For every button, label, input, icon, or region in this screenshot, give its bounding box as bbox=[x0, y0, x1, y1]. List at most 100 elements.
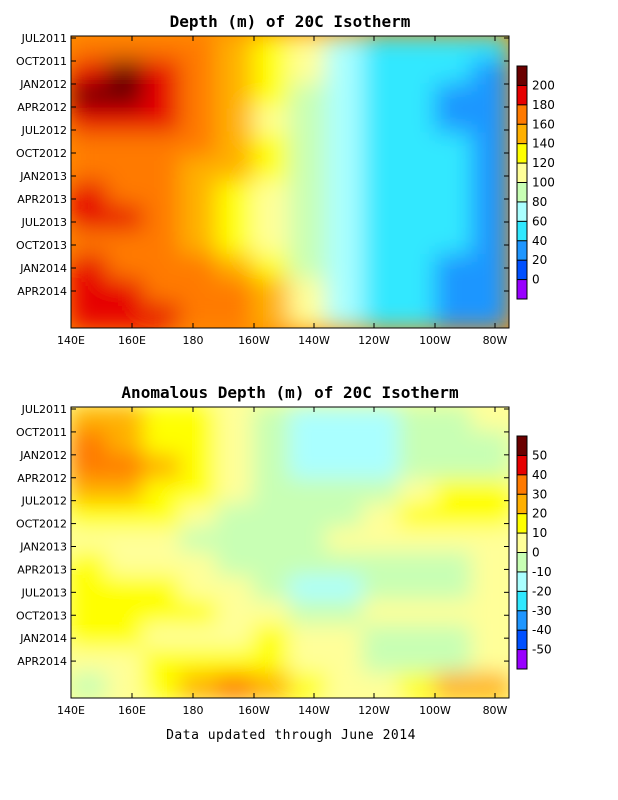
heatmap-cell bbox=[179, 527, 218, 554]
heatmap-cell bbox=[435, 575, 474, 602]
heatmap-cell bbox=[71, 132, 109, 159]
y-tick-label: OCT2011 bbox=[16, 426, 67, 439]
heatmap-cell bbox=[362, 302, 401, 328]
heatmap-cell bbox=[471, 83, 509, 110]
heatmap-cell bbox=[471, 648, 509, 675]
heatmap-cell bbox=[143, 132, 182, 159]
heatmap-cell bbox=[179, 181, 218, 208]
heatmap-cell bbox=[106, 454, 145, 481]
heatmap-cell bbox=[362, 59, 401, 86]
colorbar-label: -30 bbox=[532, 604, 552, 618]
heatmap-cell bbox=[398, 672, 437, 698]
heatmap-cell bbox=[325, 181, 364, 208]
plot-frame bbox=[70, 406, 510, 699]
y-tick-label: JAN2012 bbox=[19, 449, 67, 462]
heatmap-cell bbox=[106, 83, 145, 110]
heatmap-cell bbox=[471, 59, 509, 86]
heatmap-cell bbox=[435, 156, 474, 183]
heatmap-cell bbox=[435, 454, 474, 481]
heatmap-cell bbox=[471, 156, 509, 183]
colorbar-swatch bbox=[517, 279, 527, 300]
heatmap-cell bbox=[179, 229, 218, 256]
heatmap-cell bbox=[216, 132, 255, 159]
heatmap-cell bbox=[435, 600, 474, 627]
heatmap-cell bbox=[179, 575, 218, 602]
heatmap-cell bbox=[252, 454, 291, 481]
heatmap-cell bbox=[252, 83, 291, 110]
heatmap-cell bbox=[216, 648, 255, 675]
y-tick-label: OCT2013 bbox=[16, 239, 67, 252]
heatmap-cell bbox=[362, 181, 401, 208]
heatmap-cell bbox=[362, 407, 401, 433]
heatmap-cell bbox=[252, 430, 291, 457]
heatmap-cell bbox=[325, 229, 364, 256]
x-tick-label: 100W bbox=[419, 334, 451, 347]
heatmap-cell bbox=[398, 181, 437, 208]
colorbar-swatch bbox=[517, 513, 527, 534]
heatmap-cell bbox=[289, 156, 328, 183]
heatmap-cell bbox=[435, 430, 474, 457]
heatmap-cell bbox=[143, 430, 182, 457]
heatmap-cell bbox=[106, 181, 145, 208]
colorbar-swatch bbox=[517, 201, 527, 222]
heatmap-cell bbox=[71, 36, 109, 62]
x-axis: 140E 160E 180 160W 140W 120W 100W 80W bbox=[57, 407, 508, 717]
x-tick-label: 80W bbox=[483, 704, 508, 717]
heatmap-cell bbox=[216, 478, 255, 505]
heatmap-cell bbox=[471, 430, 509, 457]
heatmap-cell bbox=[325, 478, 364, 505]
heatmap-cell bbox=[106, 478, 145, 505]
heatmap-cell bbox=[106, 59, 145, 86]
heatmap-cell bbox=[71, 575, 109, 602]
heatmap-cell bbox=[179, 83, 218, 110]
heatmap-cell bbox=[471, 254, 509, 281]
heatmap-cell bbox=[179, 108, 218, 135]
colorbar-swatch bbox=[517, 630, 527, 651]
heatmap-cell bbox=[252, 254, 291, 281]
heatmap-cell bbox=[471, 624, 509, 651]
colorbar-label: 0 bbox=[532, 546, 540, 560]
heatmap-cell bbox=[143, 575, 182, 602]
heatmap-cell bbox=[398, 278, 437, 305]
heatmap-cell bbox=[362, 278, 401, 305]
heatmap-field bbox=[71, 407, 509, 698]
heatmap-cell bbox=[143, 551, 182, 578]
colorbar-label: 180 bbox=[532, 98, 555, 112]
y-tick-label: JUL2012 bbox=[21, 495, 67, 508]
heatmap-cell bbox=[435, 624, 474, 651]
heatmap-cell bbox=[289, 551, 328, 578]
heatmap-cell bbox=[362, 503, 401, 530]
heatmap-cell bbox=[216, 156, 255, 183]
x-tick-label: 140W bbox=[298, 704, 330, 717]
heatmap-cell bbox=[325, 454, 364, 481]
heatmap-cell bbox=[362, 36, 401, 62]
heatmap-cell bbox=[71, 648, 109, 675]
heatmap-cell bbox=[106, 156, 145, 183]
heatmap-cell bbox=[289, 407, 328, 433]
heatmap-cell bbox=[106, 254, 145, 281]
colorbar-swatch bbox=[517, 104, 527, 125]
heatmap-cell bbox=[179, 648, 218, 675]
heatmap-cell bbox=[289, 624, 328, 651]
y-tick-label: JUL2011 bbox=[21, 403, 67, 416]
heatmap-cell bbox=[179, 624, 218, 651]
heatmap-cell bbox=[252, 672, 291, 698]
colorbar-label: -50 bbox=[532, 643, 552, 657]
heatmap-cell bbox=[289, 478, 328, 505]
heatmap-cell bbox=[216, 205, 255, 232]
colorbar-swatch bbox=[517, 260, 527, 281]
colorbar-swatch bbox=[517, 552, 527, 573]
heatmap-cell bbox=[106, 624, 145, 651]
heatmap-cell bbox=[252, 503, 291, 530]
heatmap-cell bbox=[471, 503, 509, 530]
x-tick-label: 120W bbox=[358, 704, 390, 717]
y-tick-label: APR2013 bbox=[17, 563, 67, 576]
heatmap-cell bbox=[362, 108, 401, 135]
x-tick-label: 140E bbox=[57, 334, 85, 347]
colorbar: 50 40 30 20 10 0 -10 -20 -30 -40 -50 bbox=[516, 435, 552, 670]
x-tick-label: 160E bbox=[118, 704, 146, 717]
colorbar-label: -40 bbox=[532, 623, 552, 637]
heatmap-cell bbox=[106, 302, 145, 328]
x-tick-label: 160E bbox=[118, 334, 146, 347]
heatmap-cell bbox=[289, 132, 328, 159]
